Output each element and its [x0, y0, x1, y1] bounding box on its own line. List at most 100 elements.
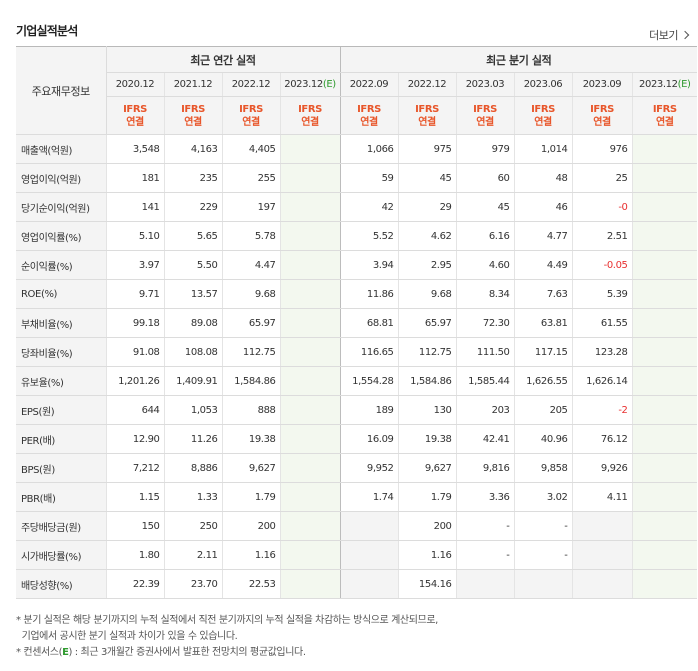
date-label: 2023.06 — [523, 79, 563, 90]
quarter-value-cell: -2 — [571, 395, 632, 425]
annual-value-cell: 1,053 — [163, 395, 222, 425]
table-row: EPS(원) 644 1,053 888 189 130 203 205 -2 — [16, 395, 698, 425]
annual-value-cell — [279, 221, 340, 251]
quarter-value-cell: -0 — [571, 192, 632, 222]
quarter-value-cell: 2.51 — [571, 221, 632, 251]
annual-group-header: 최근 연간 실적 — [106, 46, 340, 73]
footnote-1-text: 분기 실적은 해당 분기까지의 누적 실적에서 직전 분기까지의 누적 실적을 … — [23, 615, 438, 626]
annual-value-cell: 5.65 — [163, 221, 222, 251]
quarter-value-cell: 203 — [455, 395, 514, 425]
quarter-value-cell — [631, 453, 698, 483]
footnote-2-mark: E — [62, 647, 69, 658]
annual-date-header: 2023.12(E) — [279, 72, 340, 97]
annual-value-cell: 23.70 — [163, 569, 222, 599]
quarter-value-cell: 189 — [339, 395, 398, 425]
quarter-value-cell — [631, 221, 698, 251]
quarter-value-cell: 976 — [571, 134, 632, 164]
annual-value-cell: 888 — [221, 395, 280, 425]
quarter-value-cell: 2.95 — [397, 250, 456, 280]
quarter-value-cell: 68.81 — [339, 308, 398, 338]
annual-value-cell — [279, 308, 340, 338]
annual-value-cell: 229 — [163, 192, 222, 222]
quarter-value-cell — [631, 424, 698, 454]
ifrs-label: IFRS — [123, 103, 147, 115]
quarter-value-cell: 7.63 — [513, 279, 572, 309]
quarter-value-cell — [631, 569, 698, 599]
annual-value-cell: 5.78 — [221, 221, 280, 251]
ifrs-consolidated-header: IFRS 연결 — [163, 96, 222, 135]
annual-value-cell: 4,405 — [221, 134, 280, 164]
annual-value-cell: 235 — [163, 163, 222, 193]
annual-value-cell: 4,163 — [163, 134, 222, 164]
footnote-1b-text: 기업에서 공시한 분기 실적과 차이가 있을 수 있습니다. — [21, 631, 238, 642]
quarter-value-cell — [631, 134, 698, 164]
more-link[interactable]: 더보기 — [649, 27, 690, 43]
quarter-date-header: 2022.09 — [339, 72, 398, 97]
quarter-value-cell — [339, 511, 398, 541]
annual-value-cell: 22.39 — [105, 569, 164, 599]
annual-value-cell: 1,584.86 — [221, 366, 280, 396]
annual-value-cell: 8,886 — [163, 453, 222, 483]
ifrs-consolidated-header: IFRS 연결 — [279, 96, 340, 135]
annual-value-cell: 4.47 — [221, 250, 280, 280]
date-label: 2023.12 — [639, 79, 678, 90]
annual-value-cell: 1.33 — [163, 482, 222, 512]
ifrs-label: IFRS — [531, 103, 555, 115]
consolidated-label: 연결 — [593, 116, 611, 128]
annual-value-cell — [279, 511, 340, 541]
quarter-value-cell — [631, 192, 698, 222]
table-row: PBR(배) 1.15 1.33 1.79 1.74 1.79 3.36 3.02 4.11 — [16, 482, 698, 512]
table-row: 매출액(억원) 3,548 4,163 4,405 1,066 975 979 1,014 97… — [16, 134, 698, 164]
annual-value-cell: 197 — [221, 192, 280, 222]
quarter-value-cell: 9,952 — [339, 453, 398, 483]
quarter-value-cell — [631, 308, 698, 338]
section-title: 기업실적분석 — [16, 24, 78, 38]
ifrs-consolidated-header: IFRS 연결 — [339, 96, 398, 135]
annual-value-cell: 108.08 — [163, 337, 222, 367]
row-label: 주당배당금(원) — [16, 511, 106, 541]
table-row: 영업이익률(%) 5.10 5.65 5.78 5.52 4.62 6.16 4.77 2.51 — [16, 221, 698, 251]
quarter-value-cell: 1.74 — [339, 482, 398, 512]
annual-value-cell: 644 — [105, 395, 164, 425]
ifrs-consolidated-header: IFRS 연결 — [221, 96, 280, 135]
annual-value-cell: 19.38 — [221, 424, 280, 454]
ifrs-consolidated-header: IFRS 연결 — [571, 96, 632, 135]
annual-value-cell: 250 — [163, 511, 222, 541]
table-row: 유보율(%) 1,201.26 1,409.91 1,584.86 1,554.28 1,… — [16, 366, 698, 396]
consolidated-label: 연결 — [655, 116, 674, 128]
ifrs-label: IFRS — [239, 103, 263, 115]
quarter-value-cell: 46 — [513, 192, 572, 222]
row-label: 매출액(억원) — [16, 134, 106, 164]
quarter-value-cell — [631, 366, 698, 396]
quarter-value-cell — [631, 511, 698, 541]
quarter-value-cell — [455, 569, 514, 599]
ifrs-consolidated-header: IFRS 연결 — [513, 96, 572, 135]
ifrs-label: IFRS — [357, 103, 381, 115]
table-row: 영업이익(억원) 181 235 255 59 45 60 48 25 — [16, 163, 698, 193]
row-label: 당좌비율(%) — [16, 337, 106, 367]
quarter-value-cell: 61.55 — [571, 308, 632, 338]
quarter-value-cell: - — [513, 511, 572, 541]
annual-date-header: 2021.12 — [163, 72, 222, 97]
quarter-value-cell: 1,626.55 — [513, 366, 572, 396]
annual-value-cell: 22.53 — [221, 569, 280, 599]
date-label: 2022.09 — [349, 79, 389, 90]
quarter-value-cell: 130 — [397, 395, 456, 425]
row-label: 시가배당률(%) — [16, 540, 106, 570]
quarter-value-cell: 9,926 — [571, 453, 632, 483]
row-label: 배당성향(%) — [16, 569, 106, 599]
annual-value-cell: 3.97 — [105, 250, 164, 280]
quarter-value-cell: 979 — [455, 134, 514, 164]
date-label: 2023.09 — [582, 79, 622, 90]
quarter-value-cell — [513, 569, 572, 599]
quarter-value-cell — [631, 337, 698, 367]
annual-value-cell: 255 — [221, 163, 280, 193]
row-label: PBR(배) — [16, 482, 106, 512]
quarter-value-cell: 72.30 — [455, 308, 514, 338]
quarter-value-cell: 123.28 — [571, 337, 632, 367]
quarter-value-cell: 5.39 — [571, 279, 632, 309]
quarter-value-cell: 1,014 — [513, 134, 572, 164]
quarter-value-cell: 1.79 — [397, 482, 456, 512]
annual-value-cell: 91.08 — [105, 337, 164, 367]
row-label: BPS(원) — [16, 453, 106, 483]
